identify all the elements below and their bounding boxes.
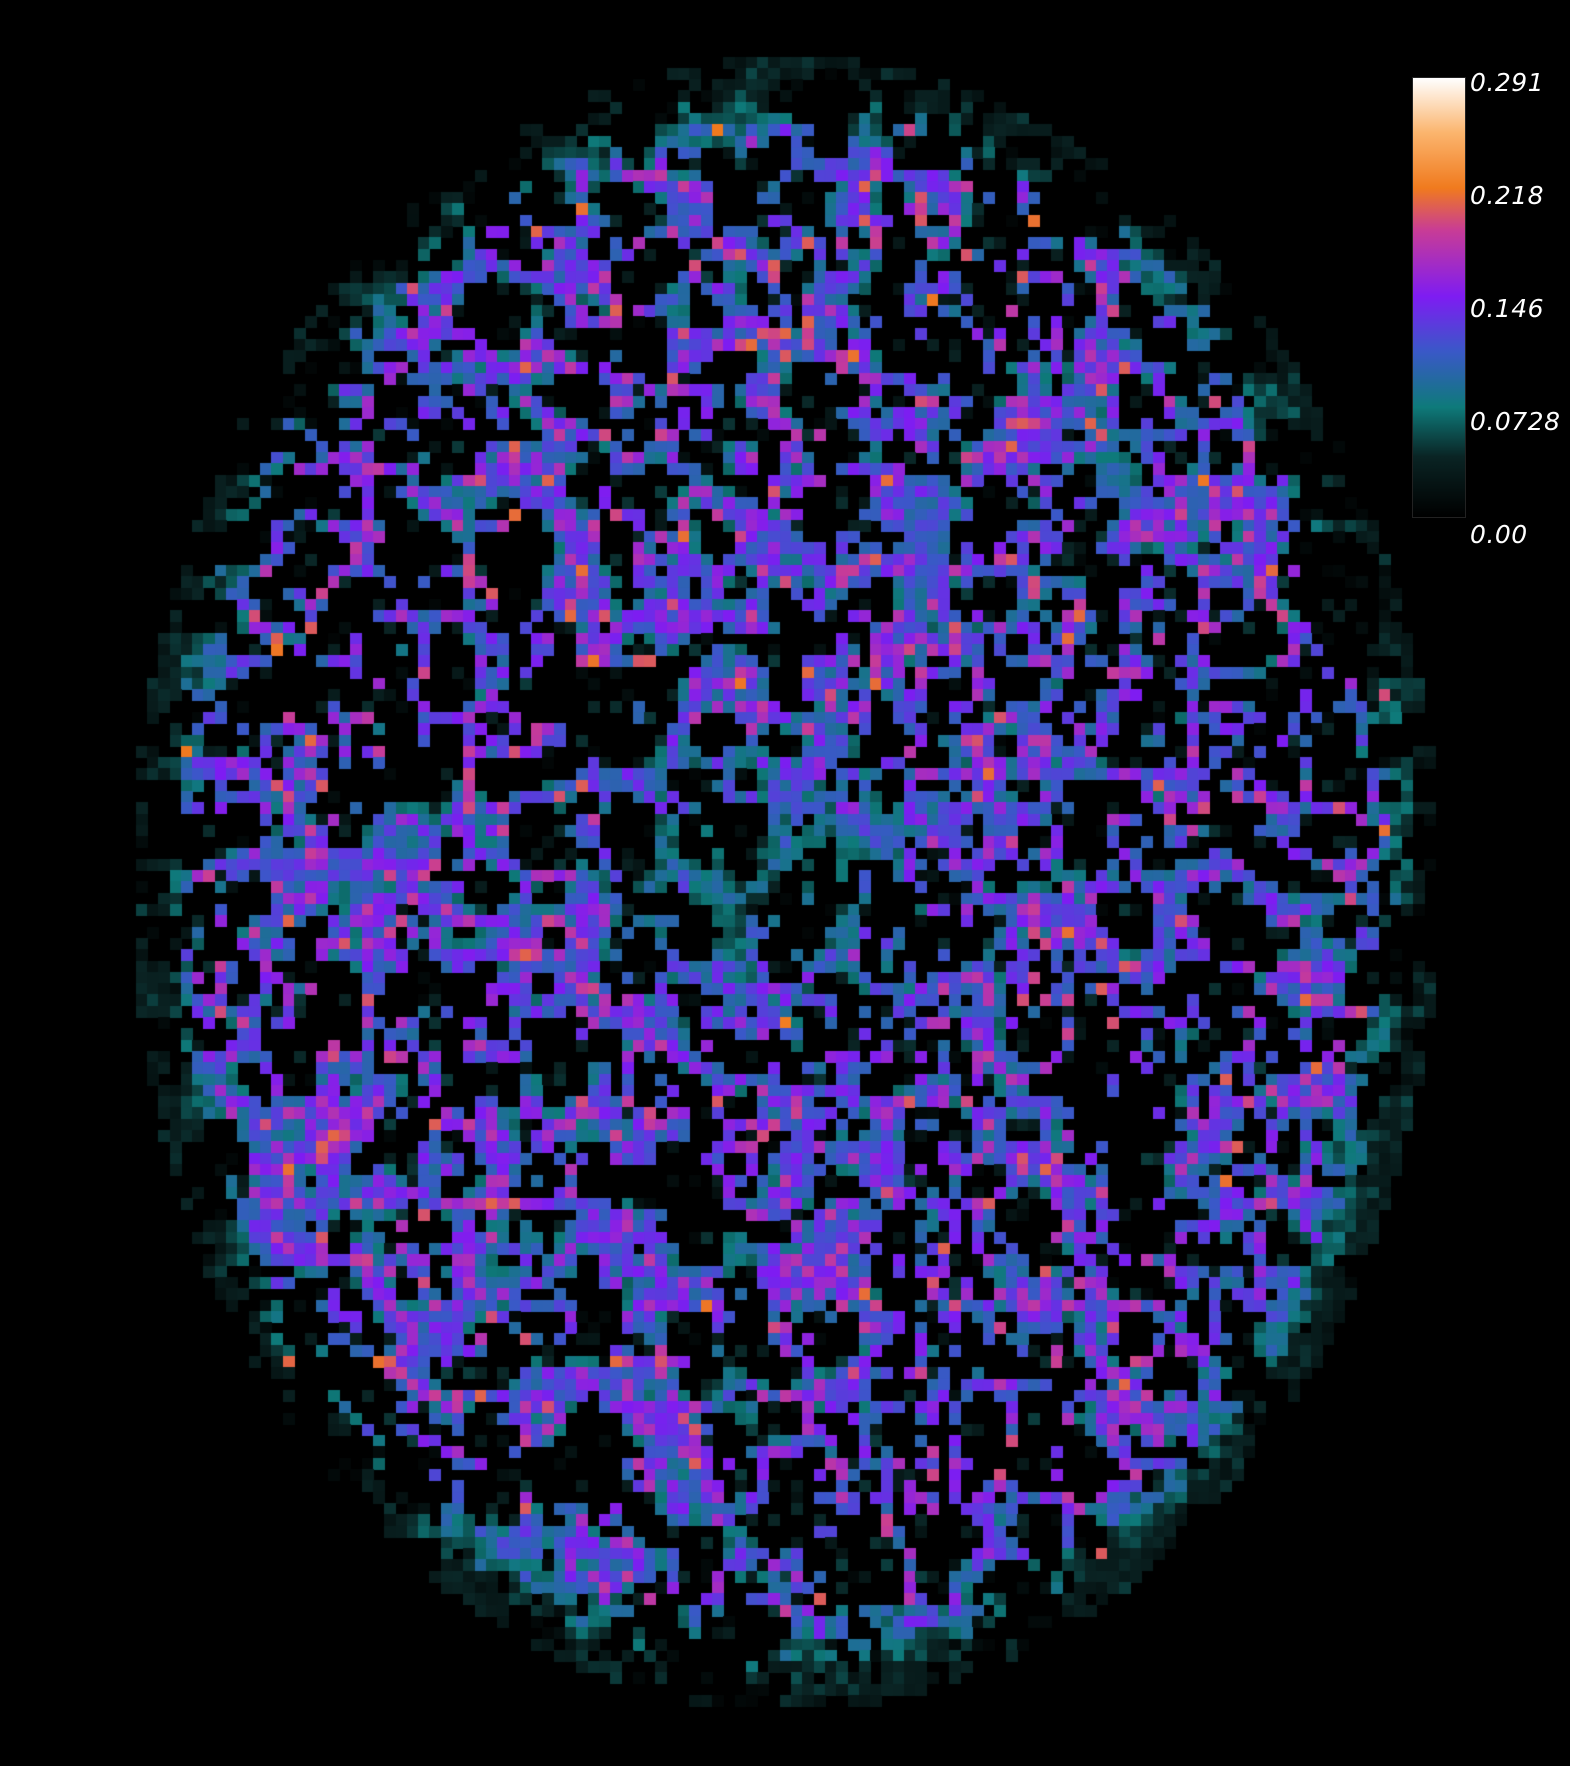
colorbar-tick-label: 0.0728: [1470, 407, 1561, 436]
colorbar-tick-label: 0.146: [1470, 294, 1545, 323]
colorbar-min-label: 0.00: [1470, 520, 1528, 549]
colorbar: [1412, 77, 1466, 518]
colorbar-max-label: 0.291: [1470, 68, 1545, 97]
colorbar-tick-label: 0.218: [1470, 181, 1545, 210]
